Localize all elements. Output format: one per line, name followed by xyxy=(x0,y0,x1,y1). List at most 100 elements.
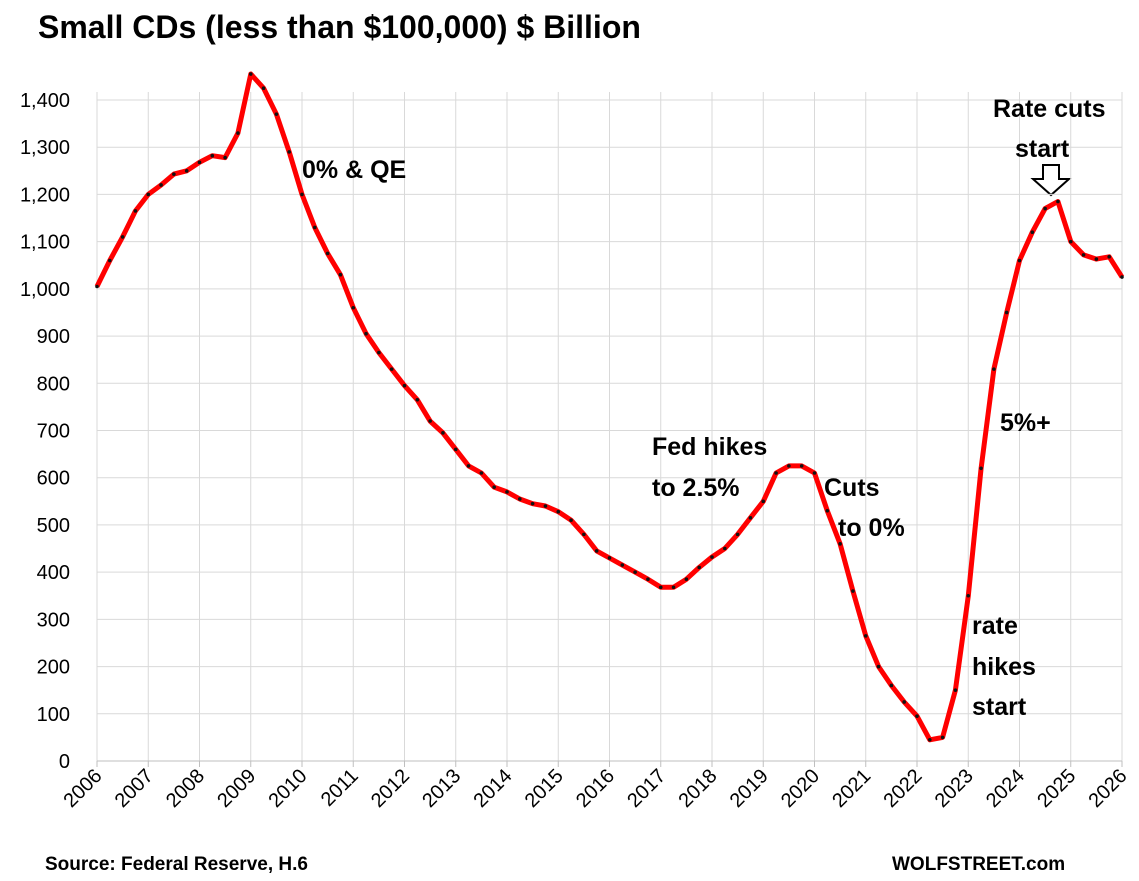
x-tick-label: 2015 xyxy=(521,765,568,812)
point xyxy=(594,549,599,553)
y-tick-label: 700 xyxy=(37,421,70,443)
point xyxy=(274,112,279,116)
point xyxy=(569,518,573,523)
x-tick-label: 2018 xyxy=(675,765,722,812)
point xyxy=(120,235,125,239)
y-tick-label: 1,200 xyxy=(20,184,70,206)
x-tick-label: 2016 xyxy=(572,765,619,812)
point xyxy=(633,570,637,574)
point xyxy=(530,501,535,506)
annotation: to 0% xyxy=(838,514,905,542)
chart-title: Small CDs (less than $100,000) $ Billion xyxy=(38,9,641,45)
x-tick-label: 2013 xyxy=(418,765,465,812)
x-tick-label: 2026 xyxy=(1085,765,1132,812)
point xyxy=(1030,230,1035,234)
y-tick-label: 300 xyxy=(37,609,70,631)
credit: WOLFSTREET.com xyxy=(892,854,1065,875)
annotation: 0% & QE xyxy=(302,156,406,184)
annotation: rate xyxy=(972,612,1018,640)
x-tick-label: 2014 xyxy=(470,765,517,812)
x-tick-label: 2019 xyxy=(726,765,773,812)
point xyxy=(953,688,958,692)
point xyxy=(146,192,151,197)
point xyxy=(748,516,753,520)
point xyxy=(197,160,202,165)
point xyxy=(466,464,471,468)
point xyxy=(441,431,445,435)
point xyxy=(377,350,381,355)
y-tick-label: 1,300 xyxy=(20,137,70,159)
point xyxy=(325,251,330,256)
point xyxy=(851,589,855,593)
point xyxy=(928,737,932,742)
point xyxy=(338,272,343,277)
x-tick-label: 2022 xyxy=(880,765,927,812)
annotation: Rate cuts xyxy=(993,95,1106,123)
annotation: to 2.5% xyxy=(652,474,740,502)
point xyxy=(863,634,868,638)
point xyxy=(223,155,227,160)
point xyxy=(389,367,394,371)
point xyxy=(620,563,625,567)
point xyxy=(492,485,496,489)
point xyxy=(838,542,842,546)
point xyxy=(1017,258,1022,263)
point xyxy=(697,565,701,570)
point xyxy=(582,532,586,537)
point xyxy=(774,471,778,475)
point xyxy=(1056,199,1060,204)
point xyxy=(658,585,663,590)
annotation: Fed hikes xyxy=(652,433,767,461)
point xyxy=(184,169,189,173)
y-tick-label: 900 xyxy=(37,326,70,348)
annotation: Cuts xyxy=(824,474,880,502)
x-tick-label: 2008 xyxy=(162,765,209,812)
x-tick-label: 2024 xyxy=(982,765,1029,812)
point xyxy=(287,150,291,154)
point xyxy=(1004,310,1009,315)
x-tick-label: 2012 xyxy=(367,765,414,812)
point xyxy=(556,509,561,514)
point xyxy=(684,577,689,582)
point xyxy=(979,466,983,471)
point xyxy=(1107,254,1111,259)
x-tick-label: 2011 xyxy=(317,765,363,811)
point xyxy=(799,464,804,468)
point xyxy=(607,556,612,560)
point xyxy=(902,700,906,704)
point xyxy=(364,331,368,336)
x-tick-label: 2021 xyxy=(828,765,875,812)
annotation: hikes xyxy=(972,653,1036,681)
point xyxy=(108,258,112,263)
point xyxy=(889,683,894,688)
x-tick-label: 2023 xyxy=(931,765,978,812)
point xyxy=(787,464,791,468)
point xyxy=(761,499,766,504)
point xyxy=(1068,239,1073,244)
x-tick-label: 2025 xyxy=(1033,765,1080,812)
point xyxy=(248,72,253,76)
point xyxy=(518,497,522,501)
y-tick-label: 500 xyxy=(37,515,70,537)
y-tick-label: 0 xyxy=(59,751,70,773)
x-tick-label: 2010 xyxy=(265,765,312,812)
point xyxy=(992,367,996,371)
annotation: 5%+ xyxy=(1000,409,1051,437)
source: Source: Federal Reserve, H.6 xyxy=(45,854,308,875)
point xyxy=(543,504,548,508)
point xyxy=(210,153,215,158)
y-tick-label: 1,400 xyxy=(20,90,70,112)
point xyxy=(1120,275,1124,279)
point xyxy=(159,183,163,187)
point xyxy=(479,471,484,475)
y-tick-label: 800 xyxy=(37,373,70,395)
point xyxy=(966,593,971,598)
point xyxy=(453,447,458,452)
point xyxy=(646,577,650,582)
point xyxy=(95,284,99,289)
y-tick-label: 1,100 xyxy=(20,232,70,254)
x-tick-label: 2009 xyxy=(213,765,260,812)
point xyxy=(300,192,304,197)
point xyxy=(261,86,266,90)
y-tick-label: 100 xyxy=(37,704,70,726)
